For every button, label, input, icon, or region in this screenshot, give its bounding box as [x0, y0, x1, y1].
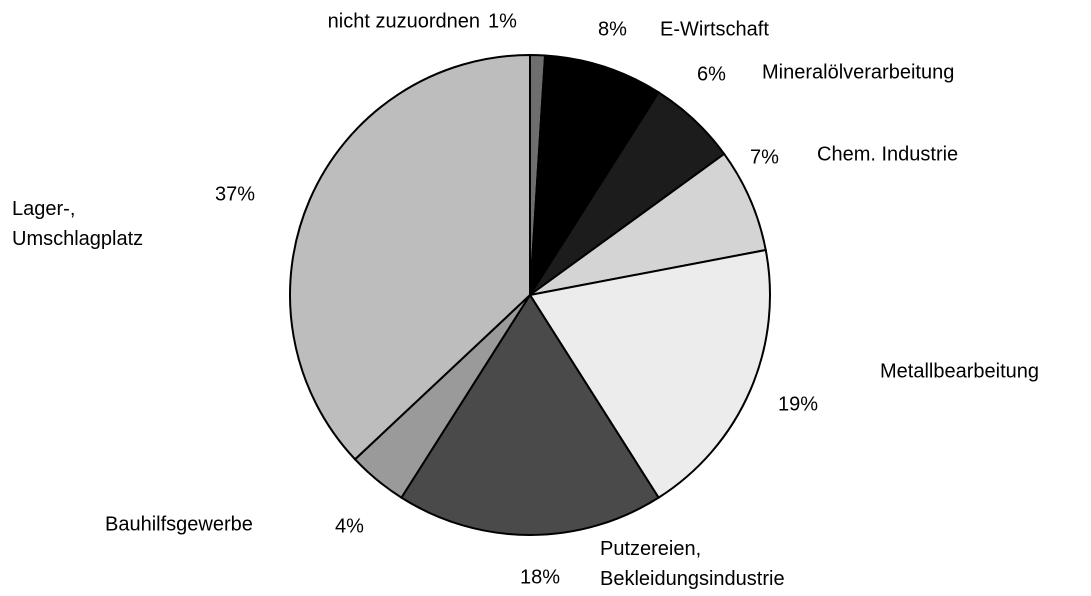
slice-label: E-Wirtschaft [660, 18, 769, 40]
slice-label: Bauhilfsgewerbe [105, 513, 253, 535]
slice-label: Metallbearbeitung [880, 360, 1039, 382]
pie-slice [529, 152, 767, 296]
slice-label: Chem. Industrie [817, 143, 958, 165]
value-label: 6% [697, 63, 726, 85]
pie-slice [400, 293, 660, 536]
value-label: 18% [520, 566, 560, 588]
value-label: 4% [335, 515, 364, 537]
slice-label: nicht zuzuordnen [328, 10, 480, 32]
pie-slice [529, 54, 660, 296]
slice-label: Mineralölverarbeitung [762, 61, 954, 83]
value-label: 1% [488, 10, 517, 32]
value-label: 37% [215, 183, 255, 205]
value-label: 7% [750, 146, 779, 168]
slice-label: Lager-, Umschlagplatz [12, 198, 143, 250]
slice-label: Putzereien, Bekleidungsindustrie [600, 538, 785, 590]
value-label: 8% [598, 18, 627, 40]
pie-slice [289, 53, 531, 461]
pie-slice [528, 248, 771, 500]
value-label: 19% [778, 393, 818, 415]
